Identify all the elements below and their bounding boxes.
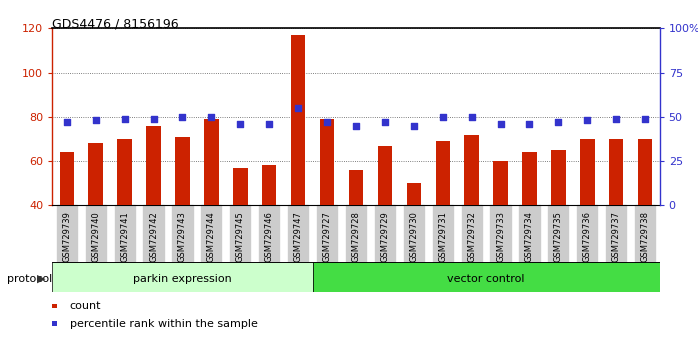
Point [292,105,304,111]
Bar [349,170,363,205]
Bar [89,143,103,205]
Point [350,123,362,129]
Bar [59,152,74,205]
Bar [378,145,392,205]
Text: GDS4476 / 8156196: GDS4476 / 8156196 [52,18,179,31]
Bar [205,119,218,205]
Bar [580,139,595,205]
Point [495,121,506,127]
Text: count: count [70,301,101,311]
Point [322,119,333,125]
Bar [406,183,421,205]
Text: ▶: ▶ [37,274,45,284]
Bar [313,262,660,292]
Bar [436,141,450,205]
Text: vector control: vector control [447,274,525,284]
Point [148,116,159,121]
Point [408,123,419,129]
Bar [52,262,313,292]
Point [379,119,390,125]
Bar [117,139,132,205]
Point [119,116,131,121]
Bar [262,166,276,205]
Bar [147,126,161,205]
Point [235,121,246,127]
Bar [522,152,537,205]
Point [264,121,275,127]
Point [581,118,593,123]
Point [61,119,73,125]
Point [437,114,448,120]
Bar [320,119,334,205]
Point [553,119,564,125]
Point [90,118,101,123]
Point [611,116,622,121]
Bar [493,161,508,205]
Bar [233,168,248,205]
Bar [464,135,479,205]
Bar [638,139,653,205]
Bar [291,35,306,205]
Text: percentile rank within the sample: percentile rank within the sample [70,319,258,329]
Text: protocol: protocol [7,274,52,284]
Bar [609,139,623,205]
Point [639,116,651,121]
Bar [551,150,565,205]
Text: parkin expression: parkin expression [133,274,232,284]
Point [524,121,535,127]
Point [206,114,217,120]
Bar [175,137,190,205]
Point [466,114,477,120]
Point [177,114,188,120]
